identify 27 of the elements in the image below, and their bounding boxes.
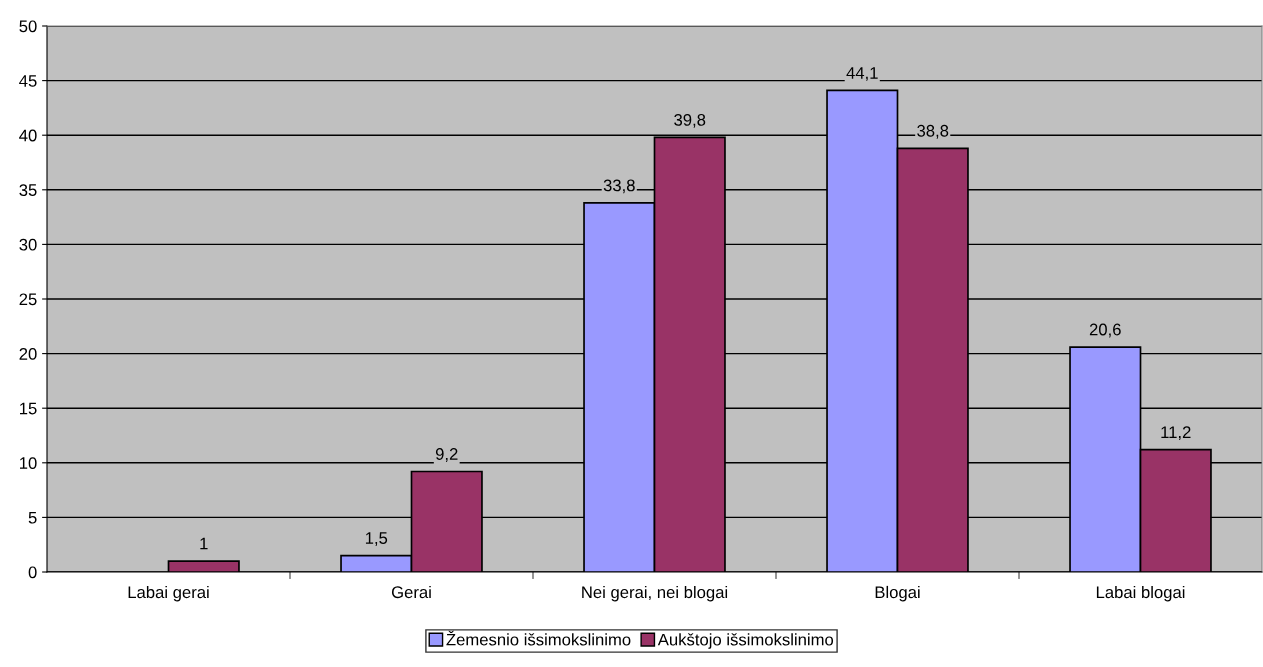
data-label: 20,6 bbox=[1089, 323, 1121, 338]
data-label: 9,2 bbox=[435, 448, 458, 462]
y-tick-label: 5 bbox=[28, 511, 37, 524]
x-tick-label: Labai blogai bbox=[1096, 585, 1185, 602]
y-tick-label: 15 bbox=[20, 402, 37, 415]
y-tick-label: 20 bbox=[19, 348, 37, 360]
data-label: 1,5 bbox=[365, 532, 388, 546]
y-tick-label: 40 bbox=[19, 129, 37, 142]
data-label: 39,8 bbox=[674, 113, 706, 128]
x-tick-label: Labai gerai bbox=[128, 585, 209, 602]
data-label: 33,8 bbox=[603, 179, 635, 194]
data-label: 38,8 bbox=[917, 124, 949, 139]
y-tick-label: 35 bbox=[19, 184, 37, 196]
x-tick-label: Blogai bbox=[875, 585, 920, 602]
x-tick-label: Nei gerai, nei blogai bbox=[582, 585, 728, 602]
data-label: 44,1 bbox=[846, 67, 878, 81]
y-tick-label: 10 bbox=[20, 457, 37, 469]
y-tick-label: 50 bbox=[19, 20, 37, 33]
x-tick-label: Gerai bbox=[391, 585, 431, 599]
y-tick-label: 45 bbox=[19, 75, 37, 87]
y-tick-label: 30 bbox=[19, 238, 37, 251]
y-tick-label: 25 bbox=[19, 293, 37, 306]
legend-label: Aukštojo išsimokslinimo bbox=[657, 633, 834, 649]
data-label: 1 bbox=[200, 537, 208, 550]
y-tick-label: 0 bbox=[28, 566, 37, 579]
data-label: 11,2 bbox=[1161, 426, 1191, 441]
legend-label: Žemesnio išsimokslinimo bbox=[446, 630, 631, 646]
